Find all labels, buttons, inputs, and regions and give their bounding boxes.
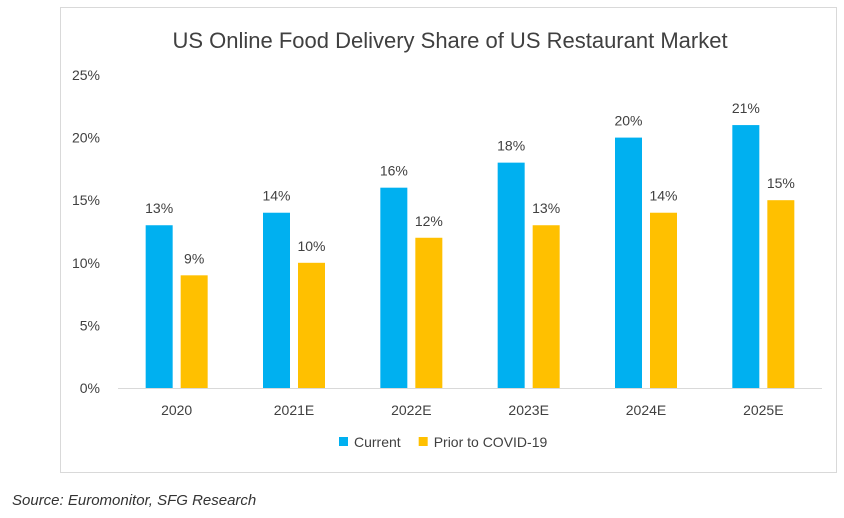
data-label: 14% xyxy=(649,188,677,204)
y-tick-label: 15% xyxy=(72,192,100,208)
x-tick-label: 2020 xyxy=(161,402,192,418)
bar-current xyxy=(263,212,290,388)
data-label: 16% xyxy=(380,163,408,179)
chart-title: US Online Food Delivery Share of US Rest… xyxy=(172,28,727,53)
x-tick-label: 2023E xyxy=(508,402,548,418)
y-tick-label: 5% xyxy=(80,317,100,333)
x-tick-label: 2021E xyxy=(274,402,314,418)
data-label: 15% xyxy=(767,175,795,191)
y-tick-label: 25% xyxy=(72,67,100,83)
y-tick-label: 10% xyxy=(72,255,100,271)
bars-group: 13% 9% 14% 10% 16% 12% 18% 13% 20% 14% 21% 15% xyxy=(145,100,795,388)
legend-label-current: Current xyxy=(354,434,401,450)
bar-prior-to-covid xyxy=(650,212,677,388)
data-label: 10% xyxy=(297,238,325,254)
bar-prior-to-covid xyxy=(298,262,325,388)
data-label: 18% xyxy=(497,138,525,154)
bar-current xyxy=(732,125,760,388)
legend-swatch-current xyxy=(339,437,348,446)
legend: Current Prior to COVID-19 xyxy=(339,434,547,450)
y-axis: 0% 5% 10% 15% 20% 25% xyxy=(72,67,100,396)
bar-current xyxy=(145,225,173,388)
bar-prior-to-covid xyxy=(180,275,208,388)
y-tick-label: 0% xyxy=(80,380,100,396)
bar-current xyxy=(615,137,642,388)
source-note: Source: Euromonitor, SFG Research xyxy=(12,492,257,509)
bar-current xyxy=(380,187,408,388)
data-label: 12% xyxy=(415,213,443,229)
data-label: 14% xyxy=(262,188,290,204)
bar-prior-to-covid xyxy=(415,237,443,388)
x-axis: 2020 2021E 2022E 2023E 2024E 2025E xyxy=(118,388,822,418)
legend-swatch-prior-to-covid xyxy=(418,437,428,446)
x-tick-label: 2024E xyxy=(626,402,666,418)
y-tick-label: 20% xyxy=(72,130,100,146)
x-tick-label: 2022E xyxy=(391,402,431,418)
chart-frame xyxy=(60,7,837,473)
bar-prior-to-covid xyxy=(532,225,560,388)
data-label: 13% xyxy=(532,200,560,216)
legend-label-prior-to-covid: Prior to COVID-19 xyxy=(434,434,548,450)
bar-current xyxy=(497,162,525,388)
x-tick-label: 2025E xyxy=(743,402,783,418)
bar-prior-to-covid xyxy=(767,200,795,388)
data-label: 20% xyxy=(614,113,642,129)
data-label: 9% xyxy=(184,250,204,266)
data-label: 13% xyxy=(145,200,173,216)
data-label: 21% xyxy=(732,100,760,116)
